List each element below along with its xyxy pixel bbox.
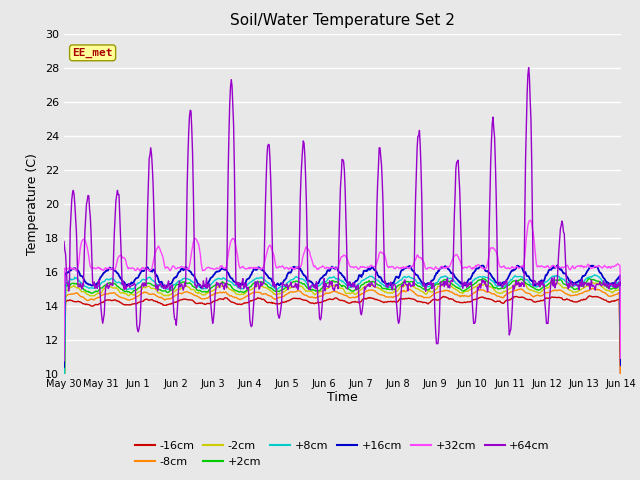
-8cm	[127, 297, 135, 302]
+16cm	[60, 364, 68, 370]
+32cm	[60, 358, 68, 364]
-8cm	[184, 289, 192, 295]
Line: -8cm: -8cm	[64, 288, 621, 396]
+32cm	[184, 265, 192, 271]
+2cm	[617, 347, 625, 352]
+8cm	[591, 272, 598, 278]
+64cm	[410, 283, 418, 288]
-16cm	[214, 298, 221, 303]
-16cm	[617, 395, 625, 400]
Title: Soil/Water Temperature Set 2: Soil/Water Temperature Set 2	[230, 13, 455, 28]
+2cm	[426, 285, 434, 291]
+64cm	[433, 341, 441, 347]
+8cm	[60, 413, 68, 419]
+16cm	[426, 280, 434, 286]
+2cm	[585, 276, 593, 281]
+16cm	[554, 263, 561, 268]
Line: +16cm: +16cm	[64, 265, 621, 367]
+2cm	[214, 281, 221, 287]
+2cm	[410, 280, 418, 286]
+16cm	[127, 279, 135, 285]
-8cm	[410, 289, 418, 295]
+2cm	[127, 290, 135, 296]
+8cm	[426, 283, 434, 288]
-2cm	[410, 284, 418, 290]
Line: +2cm: +2cm	[64, 278, 621, 417]
+2cm	[60, 414, 68, 420]
-8cm	[589, 286, 596, 291]
-2cm	[426, 288, 434, 294]
+8cm	[214, 276, 221, 282]
-2cm	[127, 291, 135, 297]
+32cm	[426, 264, 434, 270]
+16cm	[617, 362, 625, 368]
-2cm	[617, 348, 625, 354]
+64cm	[214, 282, 221, 288]
+64cm	[70, 192, 78, 197]
+16cm	[214, 268, 221, 274]
+2cm	[184, 280, 192, 286]
-2cm	[588, 279, 596, 285]
Line: +64cm: +64cm	[64, 68, 621, 344]
-8cm	[617, 390, 625, 396]
-16cm	[70, 299, 78, 304]
+32cm	[70, 265, 78, 271]
+64cm	[184, 154, 192, 159]
+64cm	[617, 279, 625, 285]
+2cm	[70, 281, 78, 287]
Legend: -16cm, -8cm, -2cm, +2cm, +8cm, +16cm, +32cm, +64cm: -16cm, -8cm, -2cm, +2cm, +8cm, +16cm, +3…	[131, 437, 554, 471]
+64cm	[426, 281, 434, 287]
Y-axis label: Temperature (C): Temperature (C)	[26, 153, 39, 255]
-16cm	[127, 301, 135, 307]
-16cm	[426, 300, 434, 305]
+8cm	[617, 344, 625, 349]
+8cm	[184, 276, 192, 282]
Line: +8cm: +8cm	[64, 275, 621, 416]
-2cm	[214, 285, 221, 290]
-2cm	[70, 283, 78, 288]
+64cm	[525, 65, 532, 71]
Text: EE_met: EE_met	[72, 48, 113, 58]
+64cm	[127, 283, 135, 288]
+16cm	[410, 269, 418, 275]
-8cm	[70, 291, 78, 297]
+16cm	[70, 265, 78, 271]
-8cm	[214, 290, 221, 296]
-2cm	[60, 415, 68, 420]
+32cm	[214, 265, 221, 271]
Line: +32cm: +32cm	[64, 220, 621, 361]
-8cm	[60, 394, 68, 399]
+8cm	[410, 276, 418, 282]
Line: -16cm: -16cm	[64, 296, 621, 399]
+64cm	[60, 239, 68, 244]
-16cm	[410, 296, 418, 302]
-8cm	[426, 294, 434, 300]
+32cm	[127, 265, 135, 271]
-2cm	[184, 284, 192, 290]
+32cm	[617, 355, 625, 361]
+8cm	[127, 287, 135, 292]
Line: -2cm: -2cm	[64, 282, 621, 418]
+32cm	[526, 217, 534, 223]
+32cm	[410, 260, 418, 265]
-16cm	[184, 297, 192, 302]
-16cm	[586, 293, 594, 299]
-16cm	[60, 396, 68, 402]
X-axis label: Time: Time	[327, 391, 358, 404]
+16cm	[184, 266, 192, 272]
+8cm	[70, 276, 78, 282]
